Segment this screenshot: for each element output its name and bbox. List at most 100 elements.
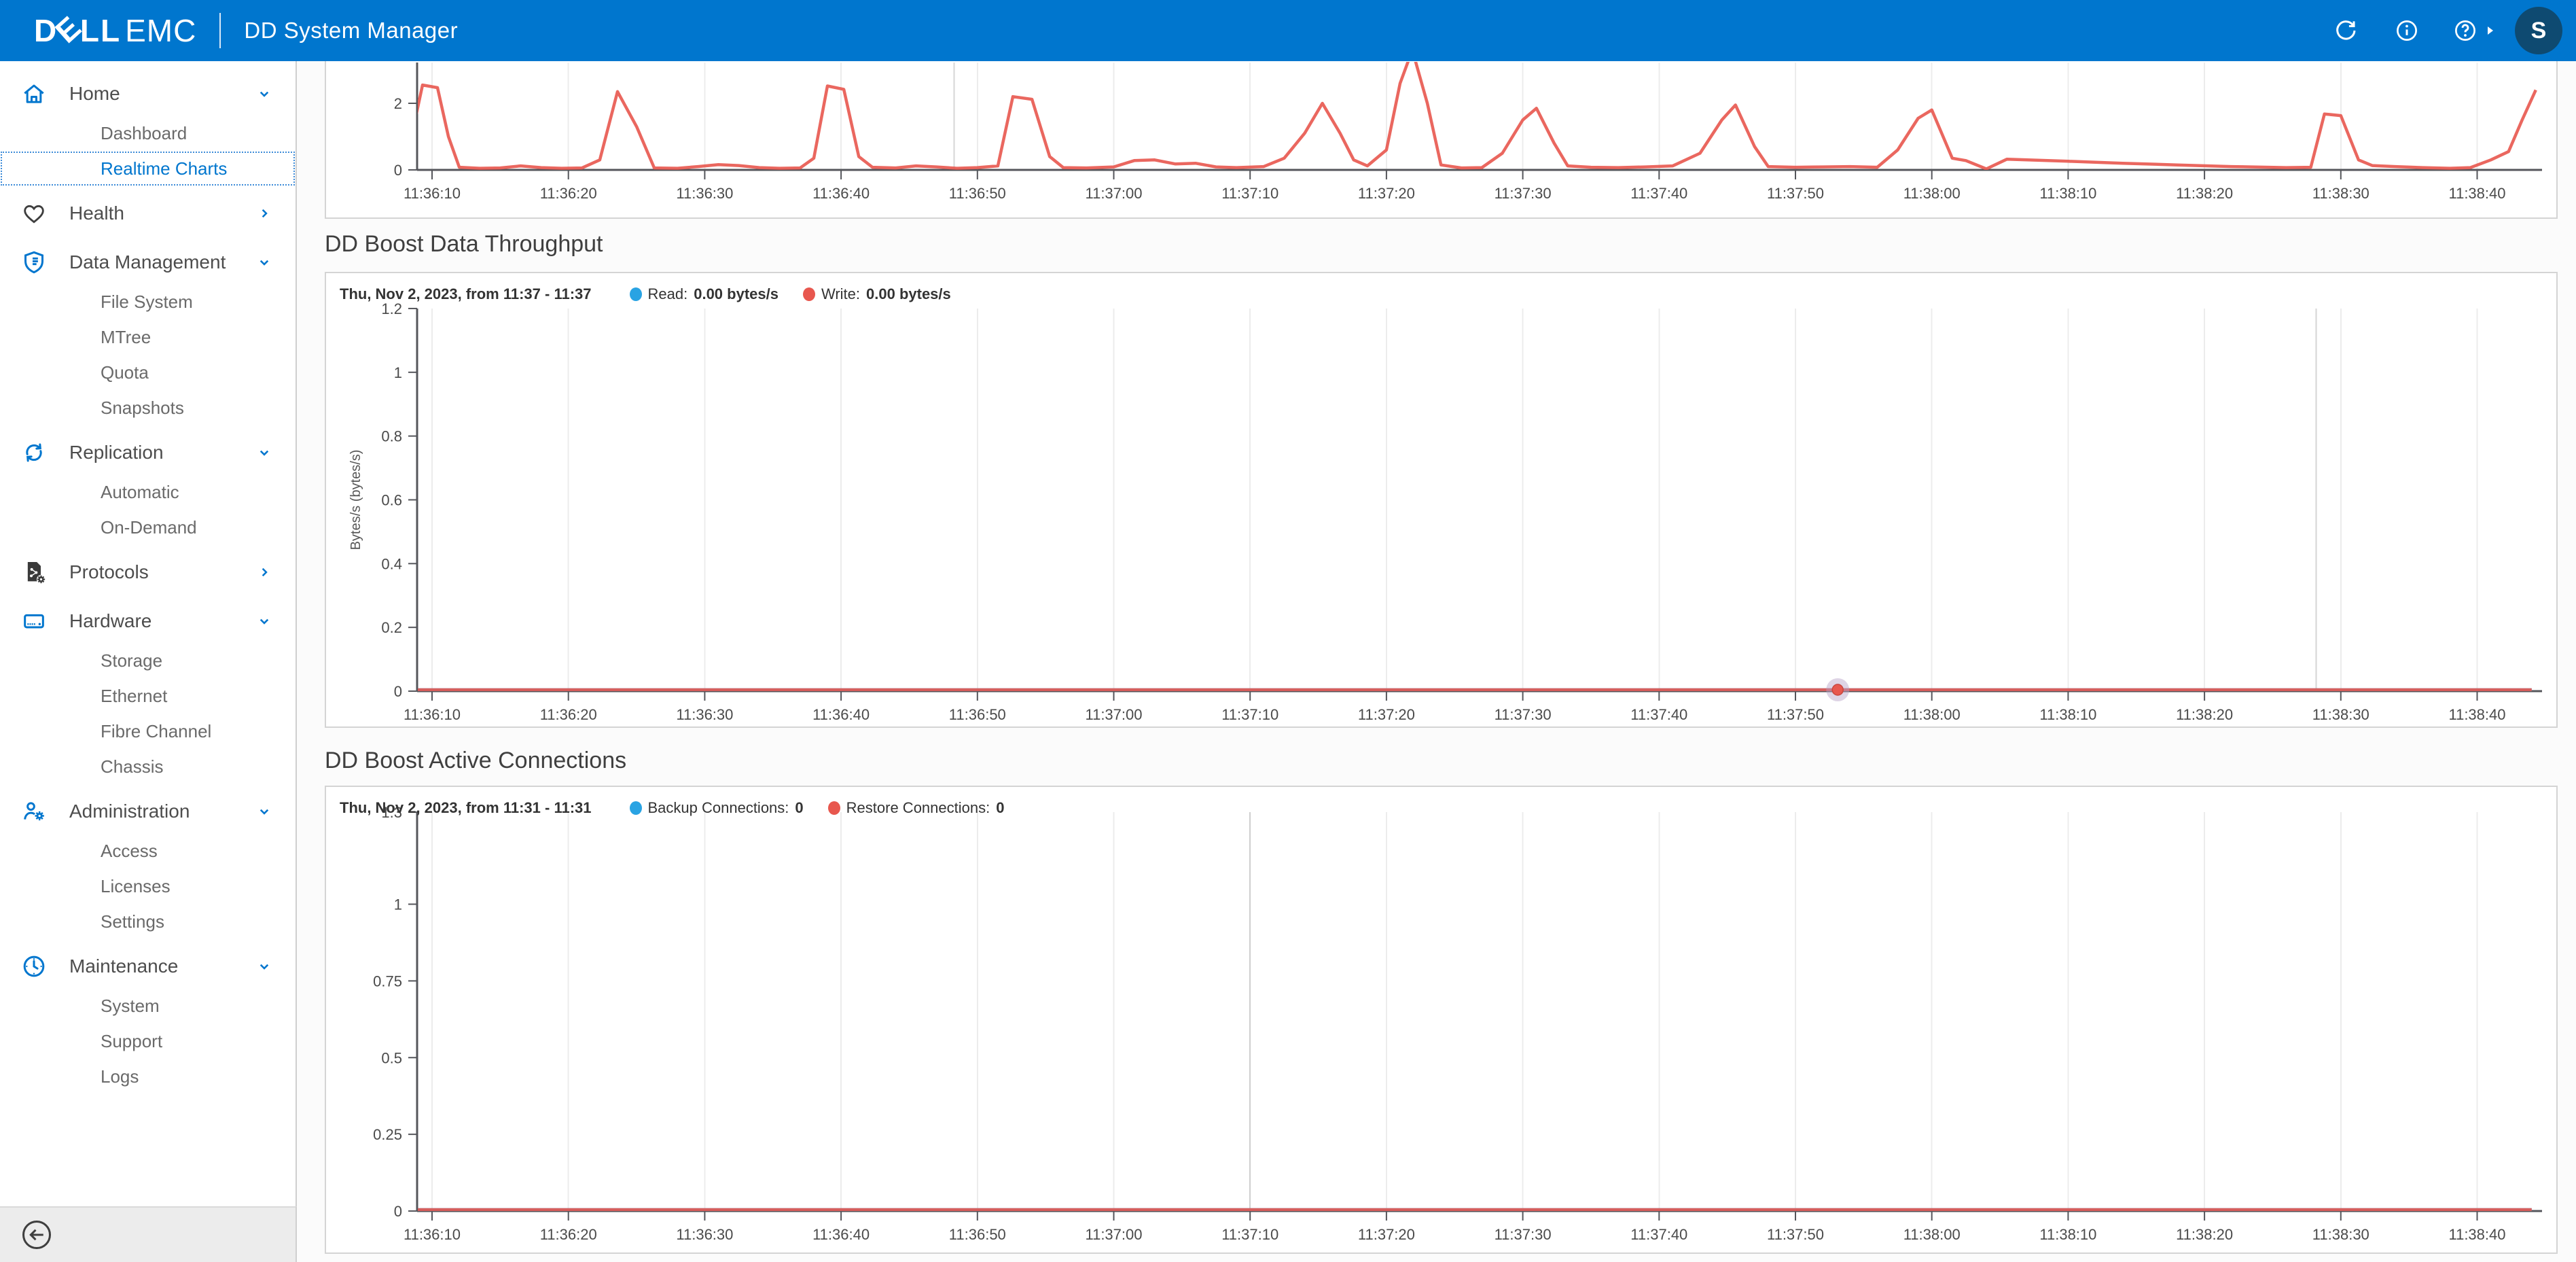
sidebar-item-administration[interactable]: Administration (0, 790, 296, 833)
caret-right-icon[interactable] (2485, 24, 2496, 37)
sidebar-item-maintenance[interactable]: Maintenance (0, 945, 296, 988)
sidebar-item-label: Ethernet (101, 685, 168, 706)
svg-text:11:36:10: 11:36:10 (404, 706, 461, 723)
read-series-dot (629, 287, 642, 301)
svg-text:11:37:50: 11:37:50 (1767, 1226, 1824, 1243)
section-title-throughput: DD Boost Data Throughput (325, 231, 603, 257)
throughput-chart[interactable]: 1.2 1 0.8 0.6 0.4 0.2 011:36:10 11:36:20 11:36:3… (326, 273, 2556, 726)
sidebar: Home Dashboard Realtime Charts Health Data M… (0, 61, 297, 1206)
svg-text:11:38:10: 11:38:10 (2039, 1226, 2096, 1243)
legend-item-restore[interactable]: Restore Connections: 0 (827, 799, 1005, 817)
legend-value: 0.00 bytes/s (694, 285, 779, 302)
sidebar-item-label: Fibre Channel (101, 720, 212, 741)
sidebar-item-label: Access (101, 840, 158, 861)
legend-label: Backup Connections: (647, 799, 789, 816)
user-avatar[interactable]: S (2515, 7, 2562, 54)
svg-text:0.4: 0.4 (381, 555, 402, 572)
sidebar-item-label: Hardware (69, 610, 152, 631)
sidebar-item-snapshots[interactable]: Snapshots (0, 390, 296, 425)
sidebar-item-realtime-charts[interactable]: Realtime Charts (0, 151, 296, 186)
svg-text:11:36:10: 11:36:10 (404, 1226, 461, 1243)
chevron-down-icon (255, 84, 274, 103)
backup-series-dot (629, 801, 642, 815)
logo-text: EMC (125, 13, 197, 48)
sidebar-item-licenses[interactable]: Licenses (0, 869, 296, 904)
dellemc-logo[interactable]: D E LL EMC (34, 9, 197, 50)
collapse-sidebar-icon[interactable] (19, 1217, 54, 1252)
sidebar-item-file-system[interactable]: File System (0, 284, 296, 319)
legend-date: Thu, Nov 2, 2023, from 11:37 - 11:37 (340, 285, 592, 302)
sidebar-item-support[interactable]: Support (0, 1023, 296, 1059)
sidebar-item-health[interactable]: Health (0, 192, 296, 235)
svg-text:11:38:20: 11:38:20 (2176, 706, 2233, 723)
legend-item-backup[interactable]: Backup Connections: 0 (629, 799, 804, 817)
sidebar-item-access[interactable]: Access (0, 833, 296, 869)
section-title-connections: DD Boost Active Connections (325, 748, 627, 773)
sidebar-item-storage[interactable]: Storage (0, 643, 296, 678)
svg-text:11:37:40: 11:37:40 (1630, 1226, 1687, 1243)
sidebar-item-logs[interactable]: Logs (0, 1059, 296, 1094)
sidebar-item-dashboard[interactable]: Dashboard (0, 116, 296, 151)
chevron-down-icon (255, 443, 274, 462)
svg-text:11:37:40: 11:37:40 (1630, 706, 1687, 723)
svg-text:0: 0 (394, 162, 402, 179)
sidebar-item-hardware[interactable]: Hardware (0, 599, 296, 643)
app-header: D E LL EMC DD System Manager S (0, 0, 2576, 61)
svg-text:11:36:30: 11:36:30 (676, 706, 733, 723)
sidebar-item-on-demand[interactable]: On-Demand (0, 510, 296, 545)
throughput-chart-card: Thu, Nov 2, 2023, from 11:37 - 11:37 Rea… (325, 272, 2558, 728)
shield-icon (20, 249, 48, 276)
sidebar-item-ethernet[interactable]: Ethernet (0, 678, 296, 714)
server-icon (20, 608, 48, 635)
sidebar-footer (0, 1206, 297, 1262)
svg-text:11:36:30: 11:36:30 (676, 185, 733, 202)
protocols-icon (20, 559, 48, 586)
svg-text:11:38:00: 11:38:00 (1903, 706, 1961, 723)
svg-text:11:36:40: 11:36:40 (812, 706, 870, 723)
chevron-down-icon (255, 253, 274, 272)
sidebar-item-home[interactable]: Home (0, 72, 296, 116)
info-icon[interactable] (2394, 18, 2420, 43)
sidebar-item-quota[interactable]: Quota (0, 355, 296, 390)
sidebar-item-data-management[interactable]: Data Management (0, 241, 296, 284)
sidebar-item-label: Quota (101, 362, 149, 383)
svg-text:11:36:50: 11:36:50 (949, 706, 1006, 723)
svg-text:11:36:20: 11:36:20 (540, 185, 597, 202)
legend-label: Write: (821, 285, 861, 302)
sidebar-item-label: Realtime Charts (101, 158, 228, 179)
chevron-down-icon (255, 957, 274, 976)
connections-chart-card: Thu, Nov 2, 2023, from 11:31 - 11:31 Bac… (325, 786, 2558, 1254)
svg-text:0.8: 0.8 (381, 428, 402, 445)
sidebar-item-replication[interactable]: Replication (0, 431, 296, 474)
sidebar-item-protocols[interactable]: Protocols (0, 550, 296, 594)
svg-text:0: 0 (394, 683, 402, 700)
svg-text:11:37:30: 11:37:30 (1495, 706, 1552, 723)
sidebar-item-system[interactable]: System (0, 988, 296, 1023)
sidebar-item-automatic[interactable]: Automatic (0, 474, 296, 510)
sidebar-item-mtree[interactable]: MTree (0, 319, 296, 355)
home-icon (20, 80, 48, 107)
legend-item-read[interactable]: Read: 0.00 bytes/s (629, 285, 779, 303)
legend-value: 0 (996, 799, 1005, 816)
svg-text:11:37:50: 11:37:50 (1767, 706, 1824, 723)
legend-item-write[interactable]: Write: 0.00 bytes/s (802, 285, 951, 303)
svg-text:11:37:00: 11:37:00 (1085, 706, 1142, 723)
page-title: DD System Manager (244, 18, 459, 43)
sidebar-item-label: System (101, 995, 160, 1016)
svg-text:0.6: 0.6 (381, 491, 402, 508)
svg-text:11:37:20: 11:37:20 (1358, 706, 1415, 723)
sidebar-item-settings[interactable]: Settings (0, 904, 296, 939)
top-realtime-chart[interactable]: 2 011:36:10 11:36:20 11:36:30 11:36:40 11:36:… (326, 60, 2556, 216)
svg-text:0.5: 0.5 (381, 1049, 402, 1066)
refresh-icon[interactable] (2333, 18, 2359, 43)
logo-text: LL (79, 13, 122, 48)
top-chart-card: 2 0 11:36:10 11:36:20 11:36:30 11:36:40 11:36:… (325, 60, 2558, 219)
legend-value: 0.00 bytes/s (866, 285, 951, 302)
svg-text:11:37:10: 11:37:10 (1221, 1226, 1278, 1243)
legend-date: Thu, Nov 2, 2023, from 11:31 - 11:31 (340, 799, 592, 816)
help-icon[interactable] (2452, 18, 2478, 43)
sidebar-item-chassis[interactable]: Chassis (0, 749, 296, 784)
sidebar-item-fibre-channel[interactable]: Fibre Channel (0, 714, 296, 749)
svg-text:11:36:50: 11:36:50 (949, 185, 1006, 202)
